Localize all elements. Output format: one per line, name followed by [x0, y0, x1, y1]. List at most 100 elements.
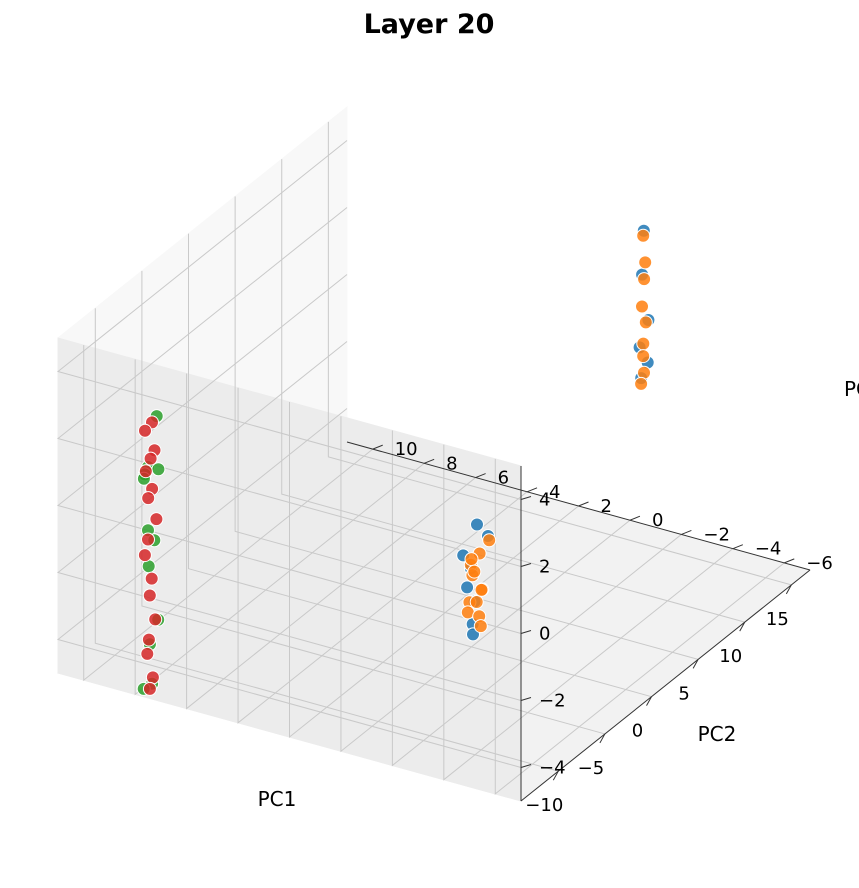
y-tick-label: −2: [703, 524, 730, 545]
y-tick-label: 8: [446, 453, 457, 474]
y-grid-line: [340, 416, 631, 753]
scatter-point: [144, 571, 159, 586]
z-grid-line: [56, 274, 522, 634]
scatter-point: [469, 595, 484, 609]
y-axis-label: PC2: [698, 722, 737, 746]
y-tick-mark: [578, 501, 589, 507]
scatter-point: [482, 533, 497, 548]
x-tick-label: 15: [766, 609, 789, 630]
z-tick-mark: [520, 496, 532, 500]
data-points: [136, 223, 656, 696]
z-axis-label: PC3: [844, 377, 859, 401]
scatter-point: [145, 670, 160, 685]
x-tick-label: 0: [632, 721, 643, 742]
y-tick-label: 6: [498, 468, 509, 489]
x-tick-label: 5: [678, 683, 689, 704]
y-tick-mark: [681, 529, 692, 535]
x-tick-mark: [646, 696, 652, 706]
scatter-point: [464, 552, 479, 567]
scatter-point: [148, 612, 163, 627]
scatter-point: [137, 548, 152, 563]
scatter-point: [636, 228, 651, 243]
z-grid-line: [56, 408, 522, 768]
y-tick-mark: [629, 515, 641, 521]
z-tick-label: 0: [539, 624, 550, 645]
x-grid-line: [327, 121, 792, 586]
z-grid-line: [56, 207, 522, 567]
x-grid-line: [94, 308, 559, 772]
z-tick-label: −4: [539, 758, 566, 779]
scatter-point: [636, 336, 651, 351]
scatter-point: [474, 582, 489, 597]
axis-lines: [346, 441, 811, 802]
x-axis-label: PC1: [258, 787, 297, 811]
y-tick-label: −6: [806, 553, 833, 574]
x-tick-mark: [739, 621, 746, 632]
scatter-point: [637, 272, 652, 287]
scatter-point: [473, 619, 488, 634]
y-tick-label: 0: [652, 510, 663, 531]
y-tick-mark: [423, 458, 435, 464]
scatter-point: [138, 464, 153, 479]
y-tick-label: −4: [755, 539, 782, 560]
z-tick-mark: [520, 764, 532, 768]
scatter-point: [142, 588, 157, 603]
y-tick-mark: [784, 558, 795, 564]
x-tick-label: −10: [525, 795, 563, 816]
y-grid-line: [83, 345, 374, 682]
scatter-point: [141, 632, 156, 647]
x-tick-mark: [552, 770, 559, 781]
y-grid-line: [443, 444, 734, 781]
y-grid-line: [186, 373, 476, 710]
y-tick-label: 4: [549, 482, 560, 503]
scatter-point: [635, 299, 649, 314]
axis-panes: [56, 105, 812, 802]
scatter-point: [636, 349, 651, 364]
scatter-point: [149, 512, 164, 527]
x-grid-line: [188, 233, 652, 698]
tick-labels: −10 −5 0 5 10 15 −6 −4 −2 0 2 4 6 8 10 −4 −2 0 2 4: [395, 439, 833, 816]
scatter-point: [460, 580, 475, 595]
z-tick-mark: [520, 563, 532, 567]
scatter-point: [138, 423, 152, 438]
scatter-point: [143, 451, 158, 466]
x-tick-mark: [599, 733, 606, 744]
x-grid-line: [141, 270, 606, 735]
x-tick-mark: [785, 584, 792, 595]
z-tick-mark: [520, 630, 532, 634]
z-grid-line: [56, 341, 522, 701]
scatter-point: [140, 646, 155, 661]
x-tick-label: −5: [578, 758, 605, 779]
y-tick-mark: [475, 473, 486, 479]
x-axis-line: [520, 569, 811, 802]
z-tick-mark: [520, 697, 532, 701]
y-axis-line: [346, 441, 811, 571]
z-grid-line: [56, 140, 522, 500]
x-tick-label: 10: [719, 646, 742, 667]
y-grid-line: [237, 387, 528, 724]
y-tick-mark: [372, 444, 383, 450]
scatter-point: [467, 564, 482, 579]
grid-lines: [56, 121, 795, 795]
y-tick-label: 2: [601, 496, 612, 517]
scatter-point: [142, 681, 157, 696]
x-grid-line: [234, 196, 699, 660]
y-tick-mark: [526, 487, 538, 493]
chart-title: Layer 20: [364, 9, 495, 40]
scatter-point: [141, 491, 156, 506]
y-grid-line: [134, 359, 425, 696]
z-tick-label: −2: [539, 691, 566, 712]
y-tick-mark: [732, 544, 744, 550]
scatter-point: [634, 376, 649, 391]
x-tick-mark: [692, 659, 699, 669]
y-grid-line: [494, 458, 785, 795]
scatter-point: [638, 255, 653, 270]
scatter-point: [470, 517, 484, 532]
scatter-point: [141, 532, 155, 547]
x-grid-line: [281, 159, 745, 623]
y-grid-line: [391, 430, 682, 767]
z-tick-label: 2: [539, 557, 550, 578]
z-tick-label: 4: [539, 490, 550, 511]
scatter-point: [638, 315, 653, 330]
